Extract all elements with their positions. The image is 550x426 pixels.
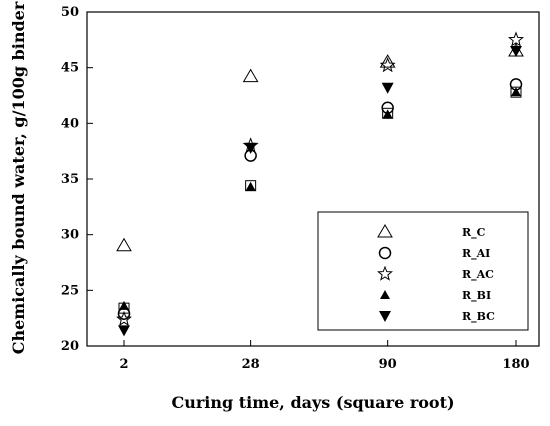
legend-marker <box>379 311 391 322</box>
data-point <box>116 310 132 327</box>
y-tick-label: 30 <box>61 228 79 243</box>
data-point <box>116 237 132 252</box>
y-tick-label: 25 <box>61 283 79 298</box>
y-tick-label: 45 <box>61 61 79 76</box>
x-tick-label: 180 <box>502 357 529 372</box>
x-axis-title: Curing time, days (square root) <box>171 393 454 412</box>
legend-label: R_BI <box>462 289 491 303</box>
data-point <box>244 142 257 154</box>
data-point <box>379 57 396 73</box>
series-r-bc <box>118 45 522 337</box>
y-axis: 20 25 30 35 40 45 50 <box>61 5 93 354</box>
y-tick-label: 35 <box>61 172 79 187</box>
legend-marker <box>380 290 390 299</box>
legend-label: R_AC <box>462 268 494 282</box>
data-point <box>118 325 130 337</box>
data-point <box>511 87 521 97</box>
data-point <box>382 109 393 119</box>
legend-marker <box>378 246 392 260</box>
legend-label: R_AI <box>462 247 490 261</box>
data-point <box>242 68 259 83</box>
x-tick-label: 90 <box>379 357 397 372</box>
series-r-bi <box>119 87 521 310</box>
y-tick-label: 20 <box>61 339 79 354</box>
data-point <box>379 54 396 68</box>
y-axis-title: Chemically bound water, g/100g binder <box>9 1 28 354</box>
data-point <box>245 181 256 191</box>
legend-label: R_C <box>462 226 486 240</box>
x-tick-label: 28 <box>242 357 260 372</box>
x-tick-label: 2 <box>119 357 128 372</box>
data-points <box>116 31 524 337</box>
y-tick-label: 40 <box>61 116 79 131</box>
data-point <box>510 45 522 57</box>
y-tick-label: 50 <box>61 5 79 20</box>
x-axis: 2 28 90 180 <box>119 340 530 372</box>
data-point <box>119 300 129 310</box>
legend-box <box>317 211 529 331</box>
legend-label: R_BC <box>462 310 495 324</box>
legend-marker <box>377 224 393 238</box>
legend-marker <box>377 265 393 281</box>
data-point <box>508 31 524 47</box>
data-point <box>381 82 394 94</box>
legend: R_C R_AI R_AC R_BI R_BC <box>317 211 529 331</box>
